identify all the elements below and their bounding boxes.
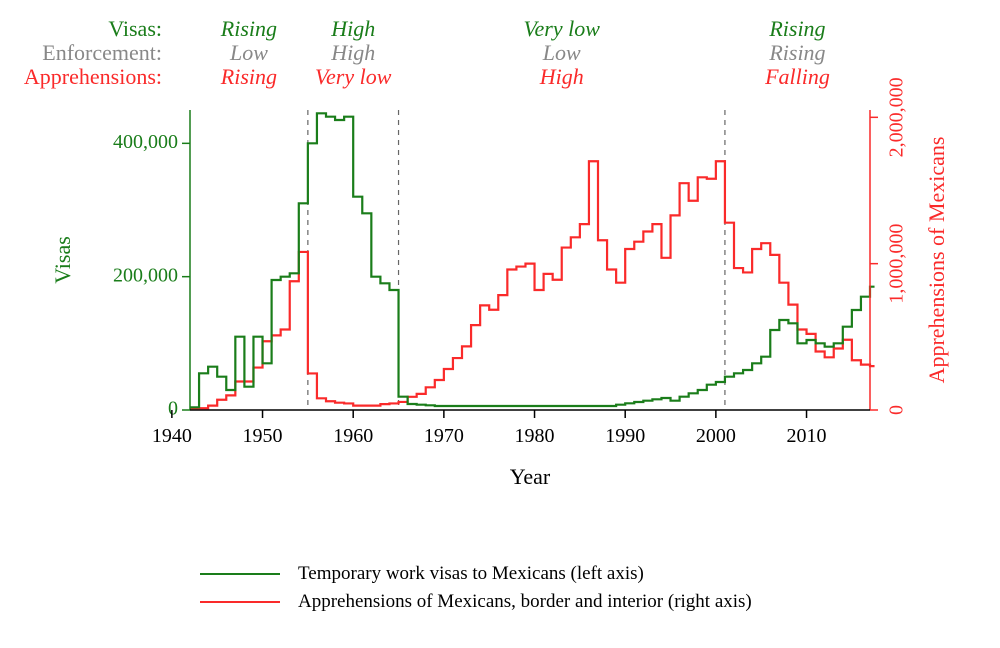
- header-row-label: Visas:: [12, 18, 162, 40]
- header-value: Very low: [524, 18, 600, 40]
- x-tick-label: 1990: [605, 425, 645, 447]
- x-tick-label: 2000: [696, 425, 736, 447]
- header-value: High: [331, 18, 375, 40]
- legend-label: Apprehensions of Mexicans, border and in…: [298, 591, 752, 613]
- y-left-label: Visas: [50, 236, 75, 284]
- x-tick-label: 1970: [424, 425, 464, 447]
- y-right-label: Apprehensions of Mexicans: [924, 137, 949, 384]
- x-tick-label: 1940: [152, 425, 192, 447]
- x-axis-label: Year: [510, 464, 551, 489]
- header-row-label: Apprehensions:: [12, 66, 162, 88]
- header-value: Very low: [315, 66, 391, 88]
- header-value: Low: [230, 42, 268, 64]
- series-visas: [190, 113, 875, 407]
- legend-item: Temporary work visas to Mexicans (left a…: [200, 560, 752, 588]
- series-apprehensions: [190, 161, 875, 408]
- y-left-tick-label: 400,000: [113, 131, 178, 153]
- x-tick-label: 1980: [515, 425, 555, 447]
- header-row-label: Enforcement:: [12, 42, 162, 64]
- legend-swatch: [200, 573, 280, 575]
- x-tick-label: 1960: [333, 425, 373, 447]
- y-right-tick-label: 0: [886, 405, 908, 415]
- header-value: Rising: [221, 66, 277, 88]
- header-value: Falling: [765, 66, 830, 88]
- y-right-tick-label: 1,000,000: [886, 224, 908, 304]
- y-left-tick-label: 200,000: [113, 264, 178, 286]
- header-value: Low: [543, 42, 581, 64]
- chart-container: { "canvas": { "width": 1000, "height": 6…: [0, 0, 1000, 648]
- x-tick-label: 2010: [787, 425, 827, 447]
- legend-swatch: [200, 601, 280, 603]
- header-value: Rising: [769, 42, 825, 64]
- legend-label: Temporary work visas to Mexicans (left a…: [298, 563, 644, 585]
- x-tick-label: 1950: [243, 425, 283, 447]
- header-value: Rising: [221, 18, 277, 40]
- header-value: Rising: [769, 18, 825, 40]
- legend-item: Apprehensions of Mexicans, border and in…: [200, 588, 752, 616]
- y-right-tick-label: 2,000,000: [886, 77, 908, 157]
- y-left-tick-label: 0: [168, 398, 178, 420]
- header-value: High: [331, 42, 375, 64]
- legend: Temporary work visas to Mexicans (left a…: [200, 560, 752, 616]
- header-value: High: [540, 66, 584, 88]
- dual-axis-step-chart: 0 200,000 400,000 Visas 0 1,000,000 2,000,000 A…: [0, 0, 1000, 648]
